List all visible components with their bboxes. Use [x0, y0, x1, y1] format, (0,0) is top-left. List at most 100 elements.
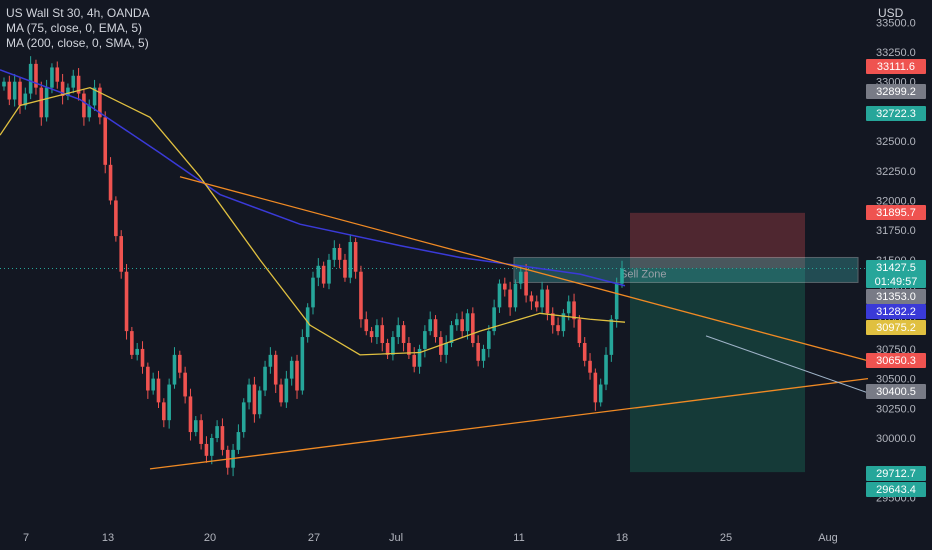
price-tag: 31282.2	[866, 304, 926, 319]
candle-body	[417, 348, 422, 367]
candle-body	[167, 384, 171, 421]
price-tag-value: 30975.2	[876, 322, 916, 334]
candle-body	[135, 348, 139, 355]
risk-reward-zones: Sell Zone	[0, 212, 868, 473]
y-tick-label: 30250.0	[876, 403, 916, 415]
candle-body	[247, 384, 251, 403]
candle-body	[28, 63, 33, 94]
candle-body	[593, 372, 598, 403]
time-axis[interactable]: 7 13 20 27 Jul 11 18 25 Aug	[23, 532, 838, 544]
candle-body	[348, 242, 353, 278]
candle-body	[476, 342, 480, 361]
price-tag-value: 31353.0	[876, 291, 916, 303]
candle-body	[295, 360, 299, 391]
price-tag-bg	[866, 289, 926, 304]
candle-body	[433, 319, 438, 338]
candle-body	[23, 93, 28, 106]
candle-body	[353, 242, 358, 272]
chart-legend: US Wall St 30, 4h, OANDA MA (75, close, …	[6, 6, 150, 51]
candle-body	[492, 307, 496, 332]
price-tag-bg	[866, 205, 926, 220]
candle-body	[252, 384, 257, 415]
candle-body	[87, 105, 92, 118]
candle-body	[588, 360, 592, 373]
price-tag-value: 31427.5	[876, 262, 916, 274]
candle-body	[540, 289, 544, 308]
price-tag-value: 29712.7	[876, 468, 916, 480]
candle-body	[146, 366, 150, 391]
candle-body	[455, 319, 459, 326]
candle-body	[556, 325, 560, 332]
candle-body	[471, 313, 475, 343]
x-tick-label: 7	[23, 532, 29, 544]
price-tag: 31895.7	[866, 205, 926, 220]
x-tick-label: 13	[102, 532, 114, 544]
candle-body	[119, 236, 124, 272]
price-tag: 33111.6	[866, 59, 926, 74]
price-tag-value: 31895.7	[876, 207, 916, 219]
candle-body	[268, 354, 273, 367]
price-tag-bg	[866, 106, 926, 121]
candle-body	[449, 325, 454, 343]
candle-body	[577, 319, 582, 343]
candle-body	[497, 283, 502, 308]
descending-trendline	[179, 176, 869, 362]
price-tag-bg	[866, 84, 926, 99]
sma200-line	[0, 69, 626, 287]
trendline-drawings[interactable]	[149, 176, 869, 470]
candle-body	[220, 426, 225, 450]
candle-body	[162, 402, 166, 421]
candle-body	[151, 378, 155, 391]
candle-body	[257, 390, 262, 415]
ascending-trendline	[149, 377, 869, 470]
currency-label[interactable]: USD	[878, 6, 904, 20]
symbol-title[interactable]: US Wall St 30, 4h, OANDA	[6, 6, 150, 20]
price-tag-bg	[866, 482, 926, 497]
candle-body	[236, 432, 241, 450]
candle-body	[44, 87, 49, 118]
candle-body	[103, 117, 108, 165]
candle-body	[609, 319, 614, 355]
y-tick-label: 33250.0	[876, 47, 916, 59]
candle-body	[7, 81, 12, 100]
price-tag-value: 30400.5	[876, 386, 916, 398]
ema75-legend[interactable]: MA (75, close, 0, EMA, 5)	[6, 21, 143, 35]
price-tag-bg	[866, 320, 926, 335]
sma200-legend[interactable]: MA (200, close, 0, SMA, 5)	[6, 36, 149, 50]
candle-body	[66, 87, 70, 96]
price-tag-bg	[866, 353, 926, 368]
y-tick-label: 33500.0	[876, 17, 916, 29]
candle-body	[508, 289, 512, 308]
candle-body	[343, 259, 347, 278]
candle-body	[92, 87, 97, 106]
candle-body	[380, 325, 385, 343]
price-tag-bg	[866, 59, 926, 74]
y-tick-label: 31750.0	[876, 225, 916, 237]
candle-body	[572, 301, 576, 320]
candle-body	[273, 354, 278, 385]
candle-body	[359, 271, 363, 320]
price-tag: 32899.2	[866, 84, 926, 99]
price-tags: 33111.6 32899.2 32722.3 31895.7 31427.5 01:49…	[866, 59, 926, 497]
price-tag: 31353.0	[866, 289, 926, 304]
candle-body	[199, 420, 203, 444]
candle-body	[39, 87, 44, 118]
candle-body	[204, 443, 209, 456]
candle-body	[460, 319, 464, 332]
y-tick-label: 32250.0	[876, 166, 916, 178]
candle-body	[412, 354, 417, 367]
candle-body	[423, 331, 427, 349]
candle-body	[337, 247, 342, 260]
candle-body	[98, 87, 102, 118]
projection-line	[705, 335, 869, 394]
candle-body	[502, 283, 507, 290]
candle-body	[391, 337, 395, 355]
candle-body	[487, 331, 491, 349]
candle-body	[598, 384, 603, 403]
price-tag: 30650.3	[866, 353, 926, 368]
candle-body	[620, 268, 624, 284]
x-tick-label: Jul	[389, 532, 403, 544]
price-tag-bg	[866, 304, 926, 319]
candle-body	[279, 384, 283, 403]
